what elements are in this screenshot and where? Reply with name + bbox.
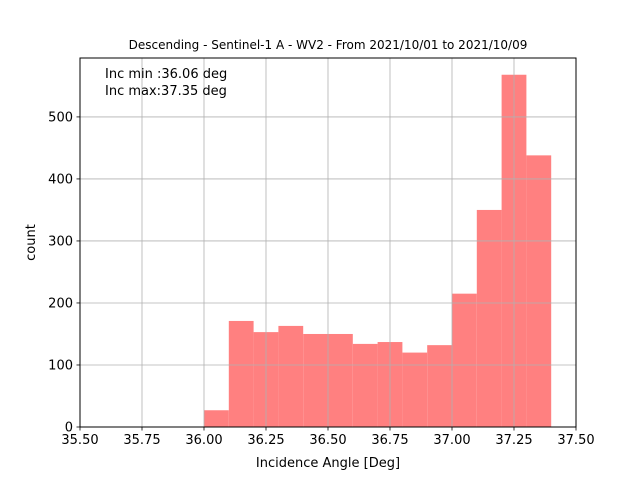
y-tick-label: 400 [48,172,73,187]
y-tick-label: 200 [48,296,73,311]
annotation-inc-max: Inc max:37.35 deg [105,84,227,99]
histogram-bar-7 [352,343,378,427]
chart-title: Descending - Sentinel-1 A - WV2 - From 2… [129,38,528,52]
x-tick-label: 36.75 [371,433,408,448]
annotation-inc-min: Inc min :36.06 deg [105,67,227,82]
grid-layer [79,58,577,428]
y-tick-label: 500 [48,110,73,125]
x-tick-label: 37.25 [495,433,532,448]
x-tick-label: 36.50 [309,433,346,448]
x-tick-label: 36.25 [247,433,284,448]
histogram-bar-11 [452,293,477,427]
x-axis-label: Incidence Angle [Deg] [256,456,400,471]
y-axis-label: count [24,224,39,261]
x-tick-label: 35.75 [123,433,160,448]
histogram-bar-12 [476,209,502,427]
y-tick-label: 300 [48,234,73,249]
x-tick-label: 36.00 [185,433,222,448]
y-axis-ticks: 0 100 200 300 400 500 [48,110,80,436]
x-tick-label: 35.50 [61,433,98,448]
histogram-bar-4 [278,325,304,427]
x-axis-ticks: 35.50 35.75 36.00 36.25 36.50 36.75 37.00 37.25… [61,427,595,448]
histogram-bar-6 [328,333,353,427]
histogram-bar-2 [228,320,254,427]
histogram-bar-5 [303,333,328,427]
y-tick-label: 100 [48,358,73,373]
y-tick-label: 0 [65,421,73,436]
histogram-bar-14 [526,155,552,427]
histogram-bar-9 [402,352,428,427]
histogram-bar-10 [427,345,452,427]
x-tick-label: 37.00 [433,433,470,448]
x-tick-label: 37.50 [557,433,594,448]
histogram-bar-1 [204,410,229,427]
